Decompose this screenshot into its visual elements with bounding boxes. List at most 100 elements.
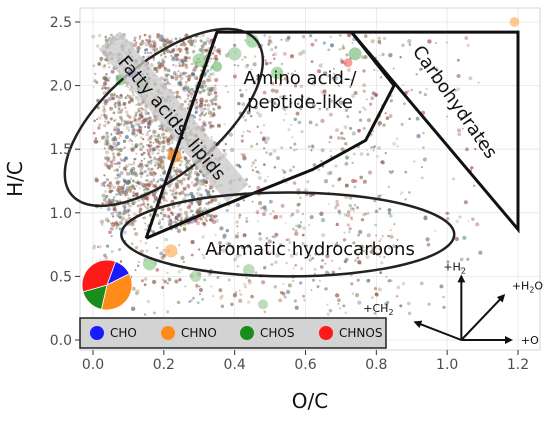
- data-point: [393, 223, 396, 226]
- data-point: [130, 178, 132, 180]
- data-point: [212, 45, 217, 49]
- data-point: [434, 41, 437, 45]
- data-point: [354, 259, 357, 262]
- data-point: [136, 204, 140, 208]
- data-point: [461, 127, 464, 130]
- data-point: [344, 183, 349, 188]
- data-point: [454, 89, 458, 93]
- data-point: [183, 59, 187, 63]
- data-point: [283, 108, 287, 112]
- data-point: [158, 219, 162, 223]
- data-point: [131, 131, 136, 136]
- data-point: [474, 147, 477, 151]
- data-point: [361, 249, 364, 252]
- data-point: [109, 163, 114, 168]
- data-point: [295, 224, 298, 227]
- data-point: [190, 270, 202, 282]
- data-point: [203, 217, 208, 221]
- data-point: [112, 155, 116, 159]
- data-point: [343, 137, 346, 140]
- data-point: [147, 125, 151, 129]
- data-point: [162, 136, 166, 140]
- data-point: [203, 104, 207, 107]
- data-point: [128, 139, 132, 142]
- data-point: [282, 170, 287, 174]
- data-point: [130, 242, 134, 246]
- data-point: [287, 248, 291, 252]
- legend-swatch: [90, 326, 104, 340]
- data-point: [198, 90, 202, 95]
- data-point: [99, 56, 104, 61]
- x-tick-label: 0.8: [365, 357, 387, 373]
- data-point: [125, 172, 128, 174]
- data-point: [165, 76, 169, 80]
- data-point: [245, 219, 249, 223]
- data-point: [302, 294, 306, 298]
- data-point: [144, 113, 147, 116]
- data-point: [326, 250, 329, 253]
- data-point: [153, 117, 158, 122]
- data-point: [207, 93, 211, 97]
- data-point: [165, 39, 170, 44]
- data-point: [445, 115, 448, 118]
- vector-label-base: +O: [521, 334, 539, 347]
- data-point: [163, 279, 167, 284]
- data-point: [98, 123, 102, 127]
- data-point: [156, 135, 159, 138]
- data-point: [198, 287, 204, 292]
- data-point: [134, 96, 139, 100]
- data-point: [113, 103, 116, 107]
- data-point: [138, 186, 141, 190]
- data-point: [123, 179, 127, 183]
- data-point: [103, 174, 106, 177]
- data-point: [230, 302, 234, 307]
- data-point: [210, 199, 214, 203]
- data-point: [148, 136, 153, 141]
- data-point: [204, 202, 207, 205]
- data-point: [113, 128, 117, 132]
- data-point: [216, 252, 220, 256]
- data-point: [104, 201, 107, 204]
- data-point: [184, 63, 188, 67]
- data-point: [349, 207, 354, 211]
- data-point: [170, 75, 175, 80]
- data-point: [175, 74, 179, 79]
- data-point: [423, 92, 427, 97]
- data-point: [182, 88, 187, 93]
- data-point: [189, 42, 194, 47]
- data-point: [173, 166, 176, 169]
- data-point: [131, 201, 136, 206]
- data-point: [163, 156, 167, 160]
- data-point: [129, 147, 134, 151]
- data-point: [119, 130, 123, 135]
- data-point: [161, 37, 165, 41]
- data-point: [185, 163, 189, 166]
- data-point: [358, 110, 362, 114]
- data-point: [148, 129, 152, 132]
- data-point: [291, 227, 296, 231]
- data-point: [143, 283, 147, 287]
- data-point: [272, 101, 276, 105]
- data-point: [329, 135, 333, 139]
- data-point: [181, 86, 186, 91]
- data-point: [148, 36, 152, 39]
- data-point: [377, 36, 381, 40]
- data-point: [160, 166, 164, 170]
- data-point: [204, 85, 207, 88]
- data-point: [173, 195, 178, 200]
- data-point: [243, 282, 247, 286]
- data-point: [244, 64, 249, 69]
- data-point: [311, 81, 316, 86]
- data-point: [178, 207, 183, 212]
- data-point: [190, 299, 193, 302]
- data-point: [116, 109, 122, 114]
- data-point: [225, 208, 229, 212]
- data-point: [167, 183, 172, 189]
- data-point: [206, 86, 211, 92]
- data-point: [107, 79, 110, 82]
- data-point: [108, 185, 112, 190]
- data-point: [311, 79, 315, 83]
- data-point: [151, 148, 156, 152]
- data-point: [264, 61, 269, 66]
- data-point: [328, 141, 331, 144]
